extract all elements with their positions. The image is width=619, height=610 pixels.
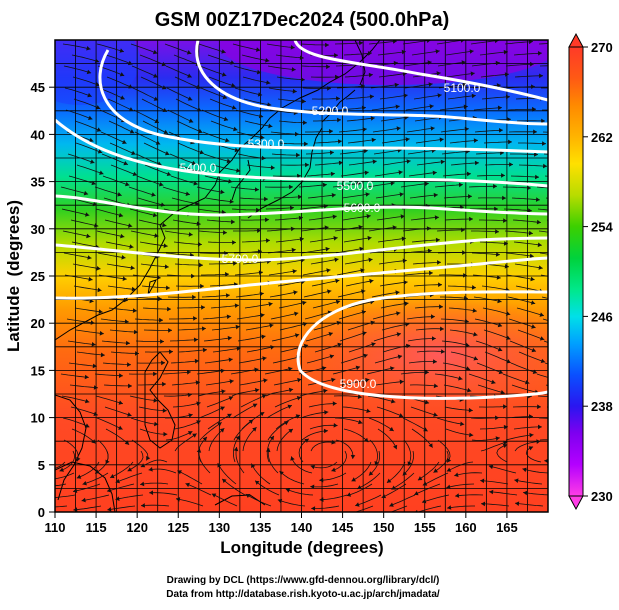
- contour-label: 5600.0: [344, 201, 381, 215]
- colorbar-tick-label: 262: [591, 130, 613, 145]
- streamline-arrow: [563, 440, 567, 444]
- colorbar-tick-label: 238: [591, 399, 613, 414]
- streamline-arrow: [47, 495, 51, 500]
- y-tick-label: 45: [31, 80, 45, 95]
- contour-label: 5900.0: [340, 377, 377, 391]
- streamline-arrow: [381, 512, 385, 516]
- x-tick-label: 135: [250, 520, 272, 535]
- streamline-arrow: [561, 187, 565, 192]
- contour-label: 5500.0: [337, 179, 374, 193]
- credit-drawing: Drawing by DCL (https://www.gfd-dennou.o…: [167, 575, 440, 586]
- x-tick-label: 130: [208, 520, 230, 535]
- x-tick-label: 145: [332, 520, 354, 535]
- streamline: [145, 352, 173, 353]
- y-tick-label: 30: [31, 222, 45, 237]
- colorbar-tick-label: 230: [591, 489, 613, 504]
- credit-data: Data from http://database.rish.kyoto-u.a…: [166, 589, 440, 600]
- colorbar-tick-label: 246: [591, 309, 613, 324]
- streamline-arrow: [563, 232, 567, 237]
- streamline-arrow: [562, 210, 566, 215]
- streamline-arrow: [563, 418, 567, 423]
- x-tick-label: 115: [86, 520, 107, 535]
- x-tick-label: 155: [414, 520, 436, 535]
- streamline: [545, 363, 572, 371]
- x-tick-label: 110: [45, 520, 66, 535]
- y-axis-ticks: 0 5 10 15 20 25 30 35 40 45: [31, 80, 55, 520]
- x-tick-label: 125: [167, 520, 189, 535]
- y-tick-label: 5: [38, 458, 45, 473]
- streamline-arrow: [564, 255, 568, 260]
- y-tick-label: 40: [31, 127, 45, 142]
- y-tick-label: 15: [31, 363, 45, 378]
- y-tick-label: 10: [31, 411, 45, 426]
- x-tick-label: 165: [496, 520, 518, 535]
- y-tick-label: 0: [38, 505, 45, 520]
- streamline-arrow: [560, 379, 564, 384]
- map-title: GSM 00Z17Dec2024 (500.0hPa): [155, 9, 450, 31]
- contour-label: 5200.0: [312, 104, 349, 118]
- contour-label: 5700.0: [222, 252, 259, 266]
- colorbar-tick-label: 270: [591, 40, 613, 55]
- contour-label: 5300.0: [248, 137, 285, 151]
- y-tick-label: 20: [31, 316, 45, 331]
- y-tick-label: 35: [31, 175, 45, 190]
- streamline-arrow: [564, 63, 568, 68]
- contour-label: 5100.0: [444, 81, 481, 95]
- contour-label: 5400.0: [180, 161, 217, 175]
- streamline-arrow: [565, 86, 569, 91]
- x-tick-label: 120: [126, 520, 148, 535]
- x-tick-label: 140: [291, 520, 313, 535]
- x-tick-label: 160: [455, 520, 477, 535]
- colorbar-bottom-arrow: [569, 496, 583, 509]
- colorbar-tick-label: 254: [591, 220, 613, 235]
- streamline-arrow: [47, 477, 51, 482]
- y-axis-label: Latitude (degrees): [4, 200, 23, 352]
- x-axis-ticks: 110 115 120 125 130 135 140 145 150 155 160 165: [45, 512, 518, 535]
- colorbar: 270 262 254 246 238 230: [569, 34, 613, 509]
- colorbar-top-arrow: [569, 34, 583, 47]
- x-axis-label: Longitude (degrees): [220, 538, 383, 557]
- streamline-arrow: [563, 41, 567, 46]
- streamline-arrow: [38, 484, 42, 489]
- x-tick-label: 150: [373, 520, 395, 535]
- plot-area: [20, 5, 590, 517]
- y-tick-label: 25: [31, 269, 45, 284]
- streamline-arrow: [564, 277, 568, 282]
- colorbar-scale: [569, 47, 583, 496]
- streamline-arrow: [562, 396, 566, 401]
